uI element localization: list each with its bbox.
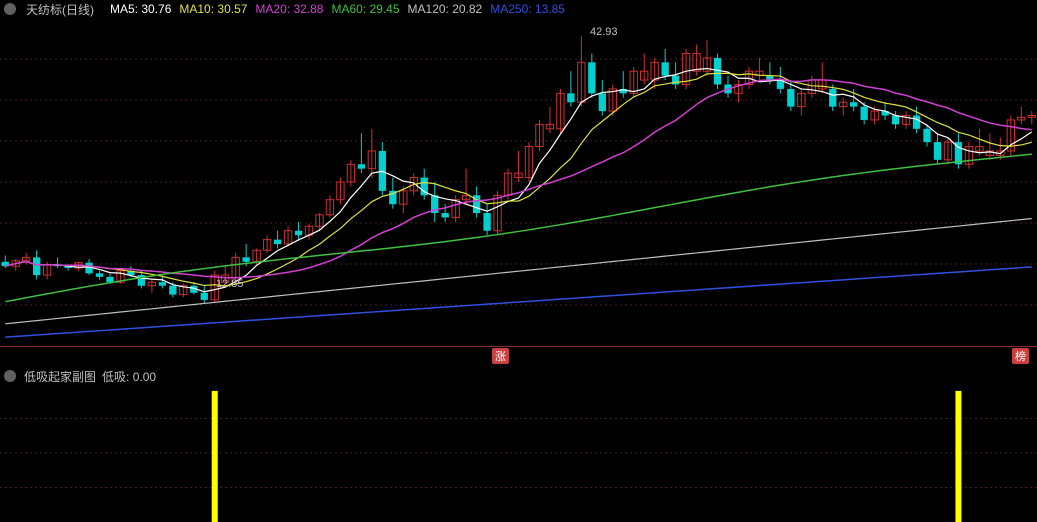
sub-chart-title: 低吸起家副图 [24, 368, 96, 385]
sub-chart-label: 低吸: 0.00 [102, 368, 156, 385]
main-candlestick-chart[interactable]: 42.9312.85涨榜 [0, 18, 1037, 346]
sub-toggle-icon[interactable] [4, 370, 16, 382]
marker-badge: 榜 [1012, 348, 1029, 364]
ma-item-ma120: MA120: 20.82 [408, 2, 483, 16]
price-annotation: 42.93 [590, 26, 618, 38]
marker-badge: 涨 [492, 348, 509, 364]
chart-separator [0, 346, 1037, 347]
price-annotation: 12.85 [216, 278, 244, 290]
ma-item-ma10: MA10: 30.57 [179, 2, 247, 16]
chart-title: 天纺标(日线) [26, 1, 94, 18]
main-chart-svg [0, 18, 1037, 346]
sub-chart-header: 低吸起家副图 低吸: 0.00 [0, 368, 1037, 384]
sub-indicator-chart[interactable] [0, 384, 1037, 522]
ma-item-ma5: MA5: 30.76 [110, 2, 171, 16]
ma-item-ma250: MA250: 13.85 [490, 2, 565, 16]
toggle-icon[interactable] [4, 3, 16, 15]
ma-item-ma60: MA60: 29.45 [331, 2, 399, 16]
ma-item-ma20: MA20: 32.88 [255, 2, 323, 16]
sub-chart-svg [0, 384, 1037, 522]
chart-header: 天纺标(日线) MA5: 30.76 MA10: 30.57 MA20: 32.88… [0, 0, 1037, 18]
